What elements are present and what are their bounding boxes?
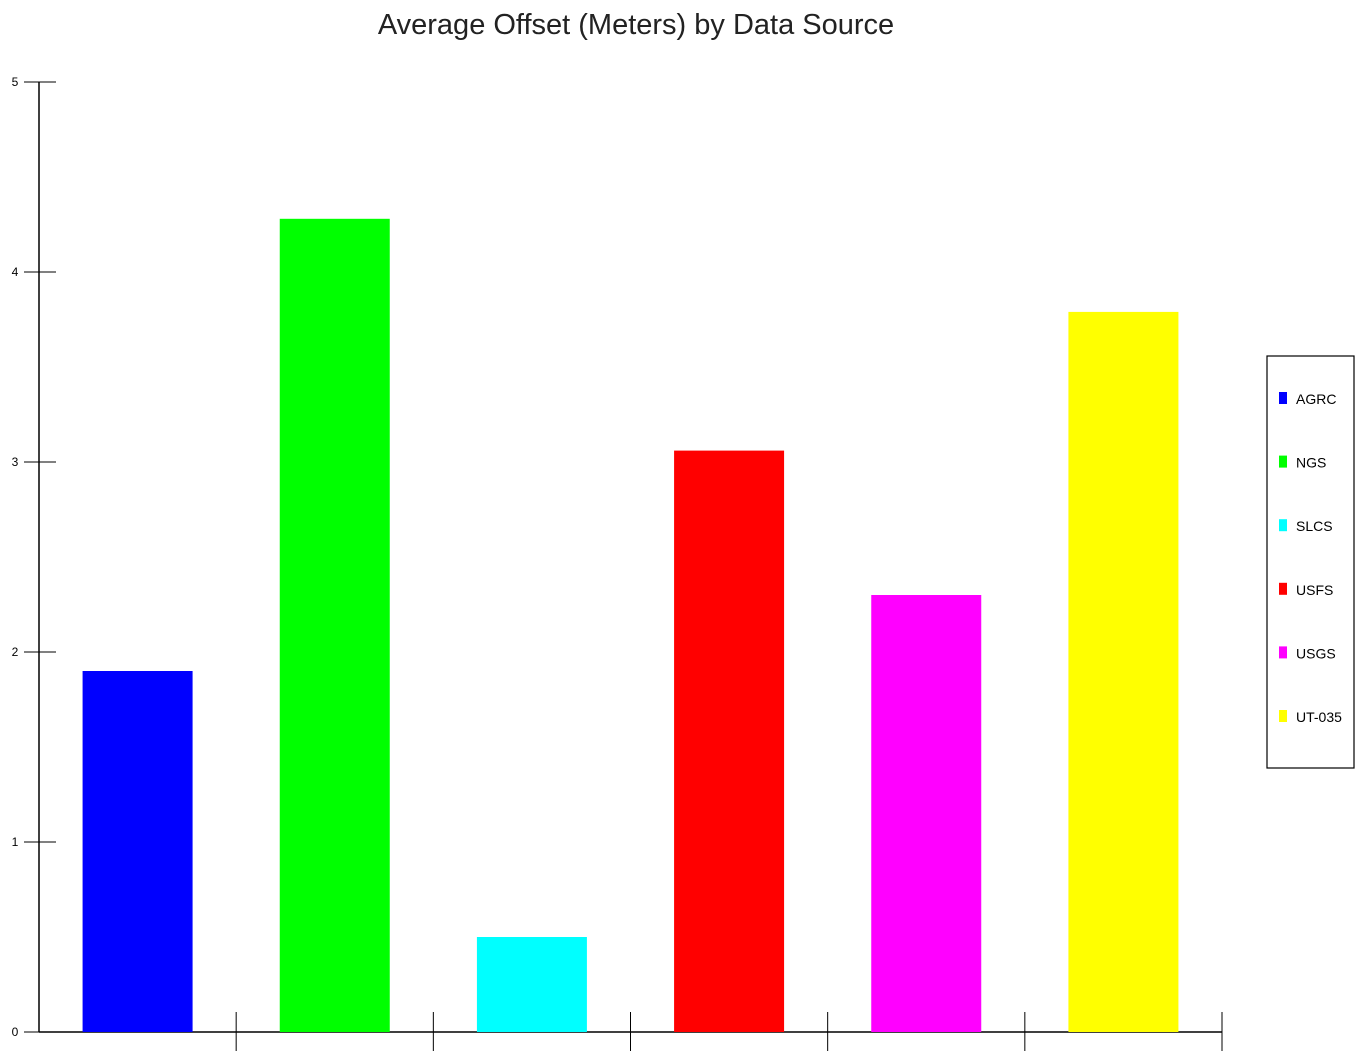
bar-usfs	[674, 450, 785, 1033]
legend-label: USGS	[1296, 645, 1336, 661]
chart-title: Average Offset (Meters) by Data Source	[378, 9, 894, 41]
legend-swatch	[1279, 582, 1287, 595]
legend: AGRC NGS SLCS USFS USGS UT-035	[1266, 355, 1355, 769]
bar-slcs	[476, 937, 587, 1032]
y-tick-label: 2	[12, 645, 19, 659]
legend-swatch	[1279, 646, 1287, 659]
x-axis	[39, 1012, 1223, 1051]
legend-label: AGRC	[1296, 391, 1336, 407]
y-tick-label: 3	[12, 455, 19, 469]
y-axis: 0 1 2 3 4 5	[12, 75, 56, 1039]
y-tick-label: 5	[12, 75, 19, 89]
bars-group	[82, 218, 1179, 1033]
legend-label: NGS	[1296, 455, 1326, 471]
legend-label: SLCS	[1296, 518, 1333, 534]
bar-usgs	[871, 595, 982, 1032]
y-tick-label: 1	[12, 835, 19, 849]
legend-label: USFS	[1296, 582, 1333, 598]
bar-ut-035	[1068, 311, 1179, 1032]
bar-ngs	[279, 218, 390, 1033]
legend-label: UT-035	[1296, 709, 1342, 725]
legend-box	[1266, 355, 1355, 769]
bar-agrc	[82, 671, 193, 1032]
legend-swatch	[1279, 455, 1287, 468]
legend-swatch	[1279, 392, 1287, 404]
y-tick-label: 0	[12, 1025, 19, 1039]
y-tick-label: 4	[12, 265, 19, 279]
legend-swatch	[1279, 710, 1287, 722]
legend-swatch	[1279, 519, 1287, 532]
